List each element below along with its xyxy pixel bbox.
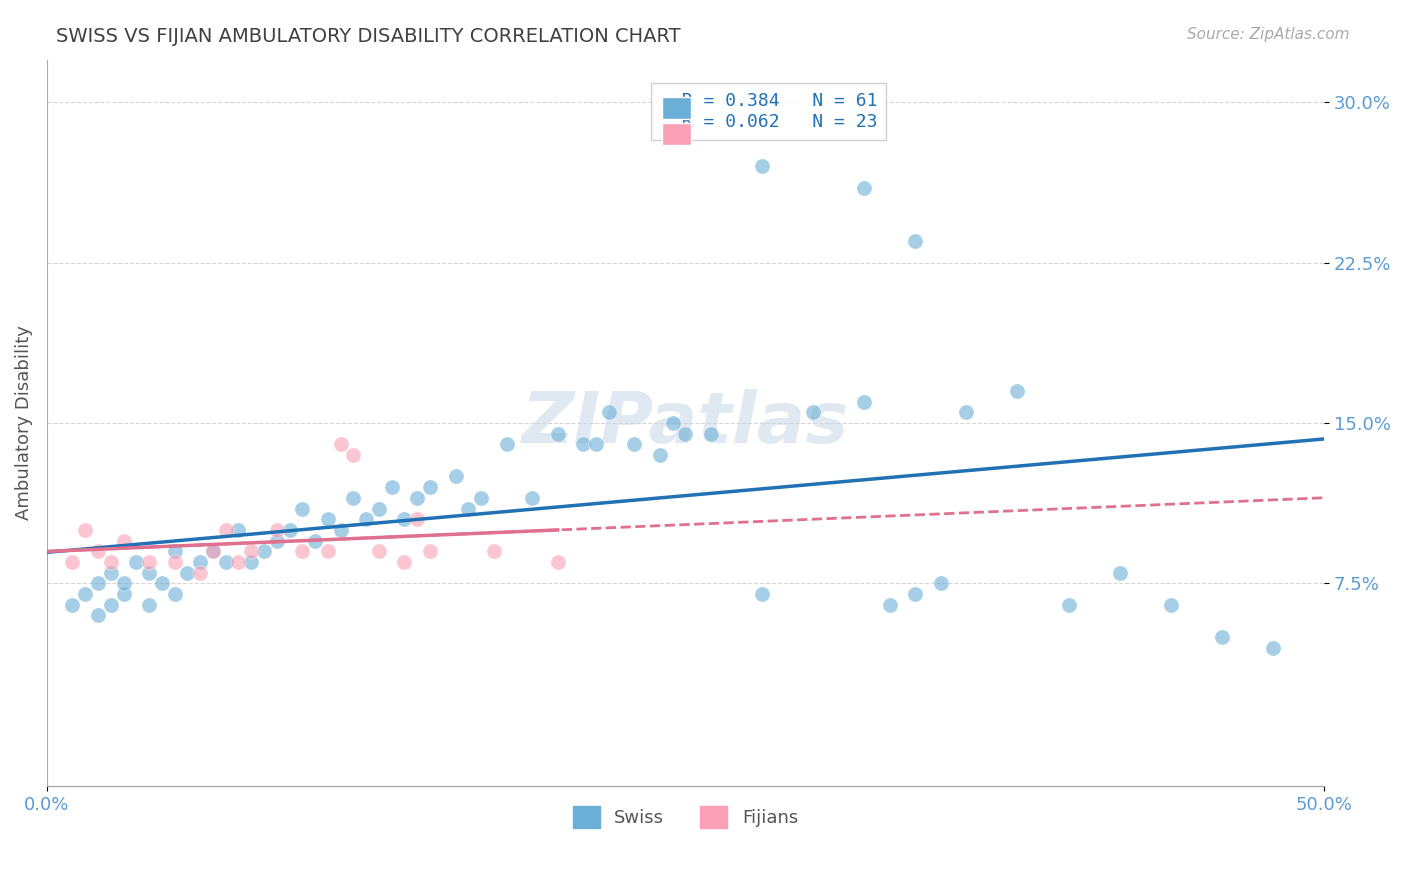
Point [482, 544, 505, 558]
Point [1057, 598, 1080, 612]
Point [75, 587, 97, 601]
Point [879, 598, 901, 612]
Point [240, 555, 263, 569]
Point [394, 555, 416, 569]
Point [316, 512, 339, 526]
Point [572, 437, 595, 451]
Point [853, 181, 876, 195]
Point [1160, 598, 1182, 612]
Point [598, 405, 620, 419]
Point [470, 491, 492, 505]
Point [495, 437, 517, 451]
Point [100, 566, 122, 580]
Point [329, 523, 352, 537]
Point [700, 426, 723, 441]
Point [904, 235, 927, 249]
Point [1261, 640, 1284, 655]
Point [100, 598, 122, 612]
Point [188, 555, 211, 569]
Point [75, 523, 97, 537]
Point [188, 566, 211, 580]
Point [623, 437, 645, 451]
Point [342, 491, 364, 505]
Point [547, 555, 569, 569]
Point [138, 598, 160, 612]
Text: SWISS VS FIJIAN AMBULATORY DISABILITY CORRELATION CHART: SWISS VS FIJIAN AMBULATORY DISABILITY CO… [56, 27, 681, 45]
Point [929, 576, 952, 591]
Point [228, 555, 250, 569]
Point [1108, 566, 1130, 580]
Point [329, 437, 352, 451]
Point [342, 448, 364, 462]
Point [87, 608, 110, 623]
Point [1007, 384, 1029, 398]
Point [240, 544, 263, 558]
Legend: Swiss, Fijians: Swiss, Fijians [565, 799, 806, 836]
Point [547, 426, 569, 441]
Point [176, 566, 198, 580]
Point [150, 576, 173, 591]
Point [585, 437, 607, 451]
Text: R = 0.384   N = 61
  R = 0.062   N = 23: R = 0.384 N = 61 R = 0.062 N = 23 [659, 92, 877, 131]
Point [406, 491, 429, 505]
Point [138, 566, 160, 580]
Point [354, 512, 377, 526]
Point [138, 555, 160, 569]
Point [62, 598, 84, 612]
Point [87, 576, 110, 591]
Point [661, 416, 683, 430]
Point [955, 405, 977, 419]
Point [87, 544, 110, 558]
Point [381, 480, 404, 494]
Point [904, 587, 927, 601]
Point [228, 523, 250, 537]
Text: ZIPatlas: ZIPatlas [522, 389, 849, 458]
Point [673, 426, 696, 441]
Point [853, 394, 876, 409]
Point [266, 523, 288, 537]
Point [266, 533, 288, 548]
Point [801, 405, 824, 419]
Point [444, 469, 467, 483]
Point [520, 491, 543, 505]
Point [125, 555, 148, 569]
Point [201, 544, 224, 558]
Point [215, 523, 238, 537]
Point [163, 555, 186, 569]
Point [112, 587, 135, 601]
Point [367, 544, 389, 558]
Point [751, 160, 773, 174]
Point [112, 533, 135, 548]
Point [751, 587, 773, 601]
Point [316, 544, 339, 558]
Point [367, 501, 389, 516]
Point [1211, 630, 1233, 644]
Point [278, 523, 301, 537]
Point [291, 501, 314, 516]
Point [394, 512, 416, 526]
Point [253, 544, 276, 558]
FancyBboxPatch shape [662, 97, 690, 120]
Point [419, 480, 441, 494]
FancyBboxPatch shape [662, 123, 690, 145]
Point [100, 555, 122, 569]
Point [304, 533, 326, 548]
Point [291, 544, 314, 558]
Point [163, 544, 186, 558]
Y-axis label: Ambulatory Disability: Ambulatory Disability [15, 326, 32, 520]
Point [62, 555, 84, 569]
Point [163, 587, 186, 601]
Point [419, 544, 441, 558]
Point [457, 501, 479, 516]
Point [201, 544, 224, 558]
Point [406, 512, 429, 526]
Text: Source: ZipAtlas.com: Source: ZipAtlas.com [1187, 27, 1350, 42]
Point [112, 576, 135, 591]
Point [215, 555, 238, 569]
Point [648, 448, 671, 462]
